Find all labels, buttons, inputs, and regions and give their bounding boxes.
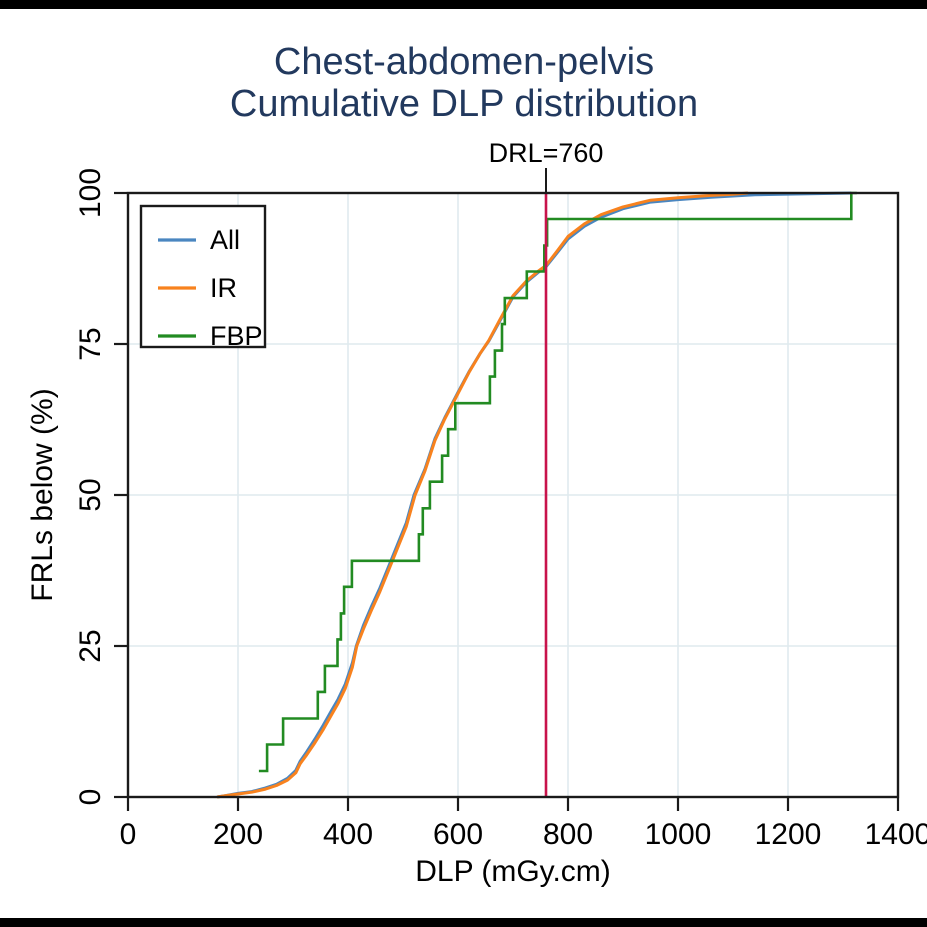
bottom-border-bar bbox=[0, 918, 927, 927]
drl-annotation: DRL=760 bbox=[489, 138, 604, 168]
x-tick-label: 600 bbox=[433, 818, 483, 851]
plot-border bbox=[126, 191, 900, 799]
legend-entry-ir: IR bbox=[158, 273, 237, 303]
x-tick-label: 0 bbox=[120, 818, 137, 851]
x-tick-label: 1000 bbox=[645, 818, 712, 851]
legend-label-fbp: FBP bbox=[210, 321, 263, 351]
legend: All IR FBP bbox=[139, 204, 267, 351]
y-tick-label: 25 bbox=[74, 629, 107, 662]
legend-box bbox=[139, 204, 267, 349]
x-tick-label: 800 bbox=[543, 818, 593, 851]
x-tick-label: 1400 bbox=[865, 818, 927, 851]
legend-label-all: All bbox=[210, 225, 240, 255]
y-axis-title: FRLs below (%) bbox=[26, 388, 59, 601]
x-axis-title: DLP (mGy.cm) bbox=[415, 855, 611, 888]
fbp-curve bbox=[258, 191, 857, 773]
x-tick-label: 200 bbox=[213, 818, 263, 851]
axis-tick-labels: 0 200 400 600 800 1000 1200 1400 0 25 50 75 100 bbox=[74, 168, 927, 851]
legend-label-ir: IR bbox=[210, 273, 237, 303]
chart-title-line2: Cumulative DLP distribution bbox=[230, 83, 698, 125]
legend-entry-all: All bbox=[158, 225, 240, 255]
top-border-bar bbox=[0, 0, 927, 9]
x-tick-label: 1200 bbox=[755, 818, 822, 851]
y-tick-label: 75 bbox=[74, 327, 107, 360]
y-tick-label: 100 bbox=[74, 168, 107, 218]
x-tick-label: 400 bbox=[323, 818, 373, 851]
axis-ticks bbox=[114, 191, 900, 811]
ir-curve bbox=[216, 191, 749, 799]
chart-title-line1: Chest-abdomen-pelvis bbox=[274, 41, 654, 83]
series-group bbox=[216, 191, 857, 799]
y-tick-label: 0 bbox=[74, 789, 107, 806]
y-tick-label: 50 bbox=[74, 478, 107, 511]
legend-entry-fbp: FBP bbox=[158, 321, 263, 351]
